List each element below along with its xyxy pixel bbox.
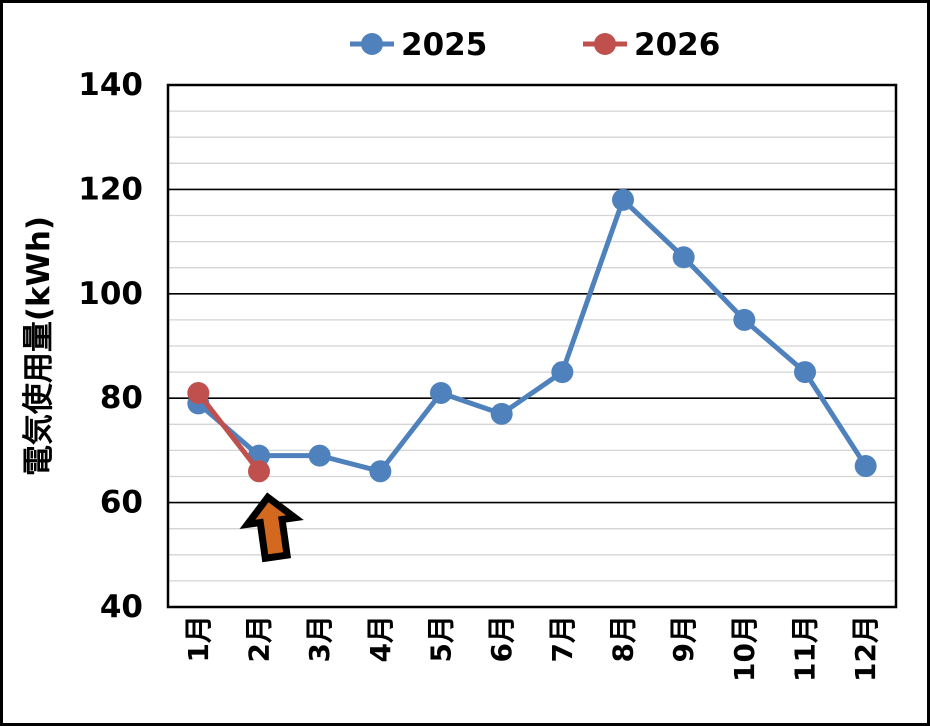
data-point-2025[interactable] xyxy=(551,361,574,384)
data-point-2025[interactable] xyxy=(308,444,331,467)
x-tick-label: 8月 xyxy=(607,615,640,662)
x-tick-label: 9月 xyxy=(667,615,700,662)
x-tick-label: 6月 xyxy=(485,615,518,662)
series-line-2026[interactable] xyxy=(196,391,261,473)
data-point-2025[interactable] xyxy=(369,460,392,483)
data-point-2026[interactable] xyxy=(248,460,270,483)
legend-marker-2026-icon xyxy=(594,33,616,55)
up-arrow-icon xyxy=(239,492,304,563)
x-tick-label: 11月 xyxy=(789,615,822,682)
legend-item-2026[interactable]: 2026 xyxy=(583,27,720,63)
x-tick-label: 12月 xyxy=(849,615,882,682)
x-tick-label: 1月 xyxy=(182,615,215,662)
x-tick-label: 2月 xyxy=(243,615,276,662)
y-tick-label: 40 xyxy=(100,589,143,625)
x-tick-label: 7月 xyxy=(546,615,579,662)
series-line-2025[interactable] xyxy=(196,197,868,474)
plot-border xyxy=(166,83,898,609)
y-tick-label: 140 xyxy=(78,67,143,103)
legend: 2025 2026 xyxy=(350,27,720,63)
data-point-2026[interactable] xyxy=(187,381,210,404)
y-axis-title: 電気使用量(kWh) xyxy=(21,216,57,476)
data-point-2025[interactable] xyxy=(794,361,816,384)
x-tick-label: 4月 xyxy=(364,615,397,662)
y-tick-label: 100 xyxy=(78,276,143,312)
legend-item-2025[interactable]: 2025 xyxy=(350,27,487,63)
y-tick-label: 60 xyxy=(100,485,143,521)
y-tick-label: 120 xyxy=(78,171,143,207)
data-point-2025[interactable] xyxy=(733,308,756,331)
plot-area: 40 60 80 100 120 140 1月 2月 3月 4月 5月 6月 7月 8月 9月 10月 11月 1… xyxy=(78,67,898,682)
data-point-2025[interactable] xyxy=(672,246,695,269)
x-tick-label: 3月 xyxy=(303,615,336,662)
legend-marker-2025-icon xyxy=(361,33,383,55)
up-arrow-annotation[interactable] xyxy=(239,492,304,563)
x-tick-label: 10月 xyxy=(728,615,761,682)
y-tick-label: 80 xyxy=(100,380,143,416)
legend-label-2026: 2026 xyxy=(634,27,720,63)
data-point-2025[interactable] xyxy=(612,188,634,211)
legend-label-2025: 2025 xyxy=(401,27,487,63)
data-point-2025[interactable] xyxy=(430,381,452,404)
data-point-2025[interactable] xyxy=(490,402,513,425)
x-tick-label: 5月 xyxy=(425,615,458,662)
data-point-2025[interactable] xyxy=(854,455,877,478)
line-chart: 40 60 80 100 120 140 1月 2月 3月 4月 5月 6月 7月 8月 9月 10月 11月 1… xyxy=(21,27,898,682)
